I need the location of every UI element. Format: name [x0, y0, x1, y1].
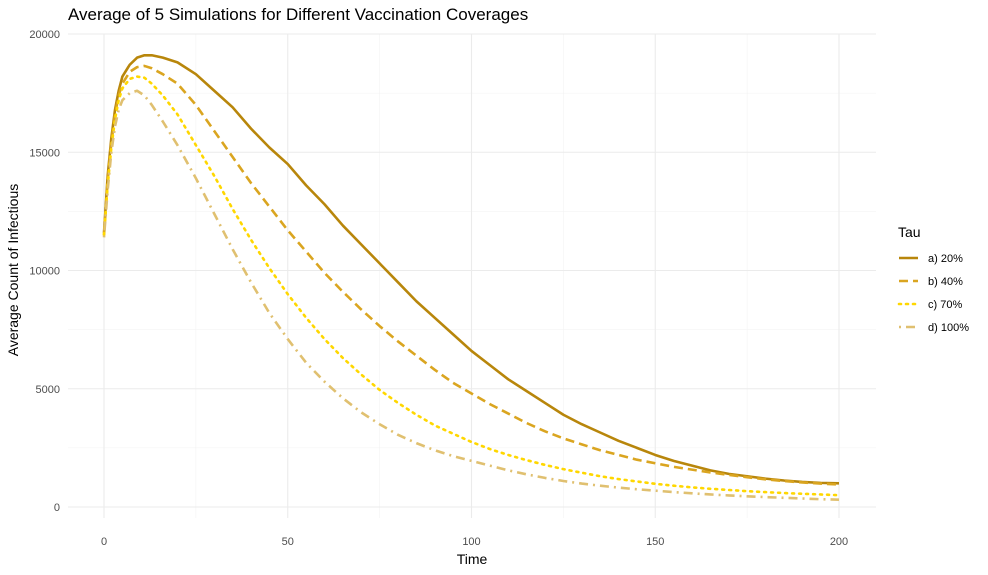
- legend: Tau a) 20% b) 40% c) 70% d) 100%: [897, 224, 969, 334]
- y-tick-label: 5000: [36, 384, 60, 396]
- legend-label-1: a) 20%: [928, 253, 963, 265]
- x-tick-label: 0: [101, 536, 107, 548]
- major-gridlines: [68, 33, 876, 518]
- x-tick-label: 150: [646, 536, 664, 548]
- y-axis-ticks: 0 5000 10000 15000 20000: [29, 29, 60, 514]
- legend-label-4: d) 100%: [928, 322, 969, 334]
- chart-title: Average of 5 Simulations for Different V…: [68, 5, 528, 24]
- series-line-1: [102, 53, 840, 485]
- series-line-3: [102, 75, 841, 497]
- x-tick-label: 50: [282, 536, 294, 548]
- series-lines: [102, 53, 841, 501]
- y-tick-label: 15000: [29, 147, 60, 159]
- y-tick-label: 10000: [29, 266, 60, 278]
- x-axis-ticks: 0 50 100 150 200: [101, 536, 848, 548]
- legend-label-2: b) 40%: [928, 276, 963, 288]
- legend-items: a) 20% b) 40% c) 70% d) 100%: [897, 253, 969, 334]
- legend-label-3: c) 70%: [928, 299, 962, 311]
- series-line-2: [102, 64, 840, 486]
- legend-title: Tau: [898, 224, 921, 240]
- y-tick-label: 20000: [29, 29, 60, 41]
- y-tick-label: 0: [54, 502, 60, 514]
- x-tick-label: 200: [830, 536, 848, 548]
- x-axis-title: Time: [457, 551, 488, 567]
- x-tick-label: 100: [462, 536, 480, 548]
- y-axis-title: Average Count of Infectious: [5, 184, 21, 357]
